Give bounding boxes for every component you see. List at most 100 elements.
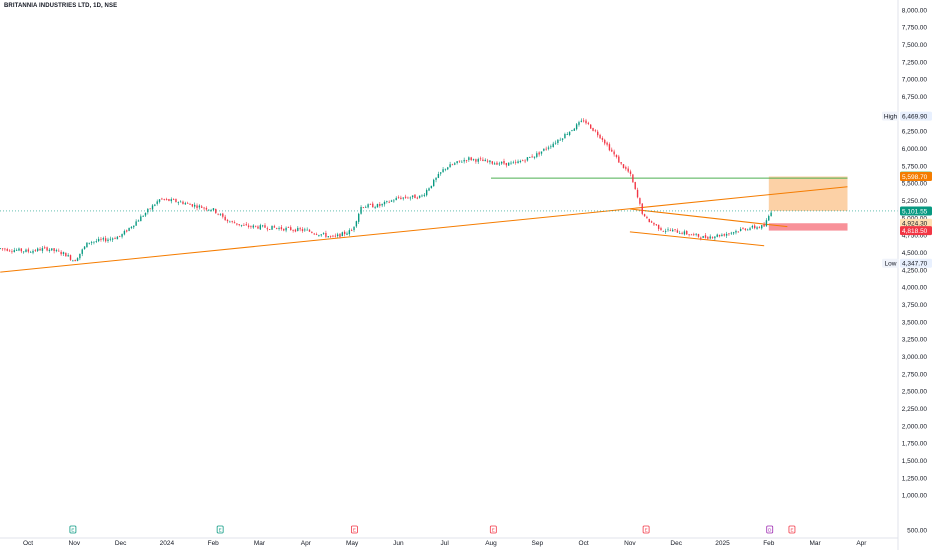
candle-down: [686, 230, 688, 235]
candle-up: [536, 153, 538, 157]
event-marker-letter: E: [353, 528, 356, 533]
candle-up: [142, 215, 144, 217]
candle-up: [709, 236, 711, 239]
candle-down: [65, 252, 67, 257]
candle-up: [140, 216, 142, 222]
upper-channel: [629, 208, 788, 228]
candle-down: [4, 248, 6, 250]
candle-up: [749, 228, 751, 230]
candle-up: [732, 232, 735, 234]
candle-down: [233, 222, 236, 224]
candle-up: [367, 204, 369, 208]
candle-down: [620, 162, 622, 164]
candle-up: [208, 209, 210, 211]
candle-up: [442, 169, 444, 172]
price-tick-label: 3,250.00: [902, 337, 928, 344]
candle-up: [425, 190, 428, 196]
candle-down: [247, 225, 250, 227]
target-label: 5,598.70: [900, 171, 932, 181]
candle-up: [559, 139, 561, 141]
candle-up: [679, 233, 681, 234]
candle-up: [123, 230, 126, 235]
candle-up: [346, 233, 348, 235]
candle-up: [55, 250, 58, 252]
candle-down: [491, 161, 493, 164]
price-label-caption-box: [882, 258, 899, 268]
time-tick-label: Dec: [670, 540, 682, 547]
price-label-text: 5,598.70: [902, 174, 928, 181]
candle-up: [447, 167, 449, 170]
candle-down: [582, 120, 585, 122]
price-label-box: [900, 226, 932, 236]
candle-up: [348, 230, 351, 235]
candle-up: [86, 242, 88, 248]
price-label-box: [900, 218, 932, 228]
candle-up: [67, 255, 69, 257]
candle-up: [144, 212, 147, 216]
candle-up: [306, 229, 308, 231]
candle-up: [13, 250, 15, 253]
candle-up: [212, 208, 215, 211]
time-axis[interactable]: Oct Nov Dec 2024 Feb Mar Apr May Jun Jul Aug Sep Oct…: [0, 537, 898, 547]
candle-up: [107, 239, 109, 242]
time-tick-label: Oct: [579, 540, 589, 547]
candle-down: [222, 213, 224, 217]
candle-down: [362, 207, 365, 209]
candle-down: [608, 144, 611, 151]
price-axis[interactable]: 500.00 1,000.00 1,250.00 1,500.00 1,750.00 2,…: [897, 0, 932, 550]
candle-up: [130, 226, 133, 228]
candle-down: [280, 227, 283, 230]
candle-down: [114, 238, 116, 240]
candle-up: [423, 194, 426, 196]
candle-up: [156, 201, 158, 204]
candle-up: [29, 251, 32, 253]
candle-up: [194, 204, 196, 207]
trendline-layer: [0, 177, 898, 273]
candle-down: [313, 233, 315, 235]
price-tick-label: 3,750.00: [902, 302, 928, 309]
candle-up: [72, 260, 74, 262]
price-axis-bg: [898, 0, 932, 550]
candle-up: [517, 161, 519, 164]
price-tick-label: 7,250.00: [902, 59, 928, 66]
candle-down: [350, 230, 353, 232]
candle-up: [121, 234, 123, 237]
price-tick-label: 2,500.00: [902, 389, 928, 396]
candle-up: [512, 162, 515, 164]
candle-up: [440, 172, 442, 174]
price-labels: 6,469.90High5,604.705,598.705,101.554,92…: [882, 111, 932, 268]
price-label-text: 4,347.70: [902, 261, 928, 268]
candle-up: [444, 168, 447, 170]
candle-down: [301, 229, 304, 231]
candle-down: [186, 202, 189, 204]
candle-down: [287, 226, 290, 228]
time-tick-label: Jun: [393, 540, 404, 547]
candle-up: [578, 122, 580, 125]
candle-up: [353, 226, 355, 231]
candle-down: [231, 221, 233, 222]
candle-down: [163, 199, 165, 200]
candle-up: [428, 188, 430, 191]
price-tick-label: 4,250.00: [902, 267, 928, 274]
candle-up: [568, 131, 571, 136]
candle-up: [761, 225, 763, 229]
candle-down: [629, 171, 632, 174]
candle-down: [290, 227, 292, 230]
candle-down: [283, 228, 285, 231]
candle-up: [421, 195, 423, 197]
candle-down: [625, 167, 627, 169]
candle-up: [198, 205, 201, 208]
candle-up: [725, 233, 728, 236]
time-tick-label: 2025: [715, 540, 730, 547]
candle-up: [667, 229, 669, 231]
candle-up: [564, 133, 566, 139]
price-label-text: 6,469.90: [902, 113, 928, 120]
candle-up: [318, 235, 320, 236]
candle-down: [545, 148, 547, 150]
time-tick-label: Jul: [441, 540, 450, 547]
candle-up: [552, 143, 554, 147]
candle-up: [135, 221, 137, 226]
price-tick-label: 1,000.00: [902, 493, 928, 500]
